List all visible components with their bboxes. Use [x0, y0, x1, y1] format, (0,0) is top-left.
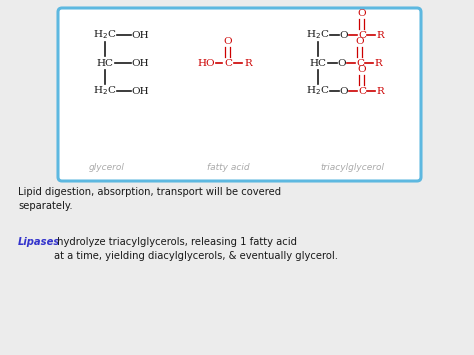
Text: HC: HC: [310, 59, 327, 67]
Text: C: C: [224, 59, 232, 67]
Text: hydrolyze triacylglycerols, releasing 1 fatty acid
at a time, yielding diacylgly: hydrolyze triacylglycerols, releasing 1 …: [54, 237, 338, 261]
FancyBboxPatch shape: [58, 8, 421, 181]
Text: O: O: [356, 37, 365, 45]
Text: O: O: [358, 9, 366, 17]
Text: O: O: [340, 31, 348, 39]
Text: O: O: [358, 65, 366, 73]
Text: H$_2$C: H$_2$C: [306, 84, 330, 97]
Text: R: R: [376, 31, 384, 39]
Text: C: C: [358, 31, 366, 39]
Text: triacylglycerol: triacylglycerol: [320, 163, 384, 171]
Text: R: R: [374, 59, 382, 67]
Text: C: C: [358, 87, 366, 95]
Text: C: C: [356, 59, 364, 67]
Text: Lipid digestion, absorption, transport will be covered
separately.: Lipid digestion, absorption, transport w…: [18, 187, 281, 211]
Text: O: O: [340, 87, 348, 95]
Text: O: O: [224, 37, 232, 45]
Text: HO: HO: [197, 59, 215, 67]
Text: OH: OH: [131, 59, 149, 67]
Text: OH: OH: [131, 31, 149, 39]
Text: H$_2$C: H$_2$C: [93, 84, 117, 97]
Text: fatty acid: fatty acid: [207, 163, 249, 171]
Text: OH: OH: [131, 87, 149, 95]
Text: R: R: [244, 59, 252, 67]
Text: Lipases: Lipases: [18, 237, 60, 247]
Text: H$_2$C: H$_2$C: [93, 29, 117, 42]
Text: glycerol: glycerol: [89, 163, 125, 171]
Text: O: O: [337, 59, 346, 67]
Text: R: R: [376, 87, 384, 95]
Text: H$_2$C: H$_2$C: [306, 29, 330, 42]
Text: HC: HC: [97, 59, 113, 67]
